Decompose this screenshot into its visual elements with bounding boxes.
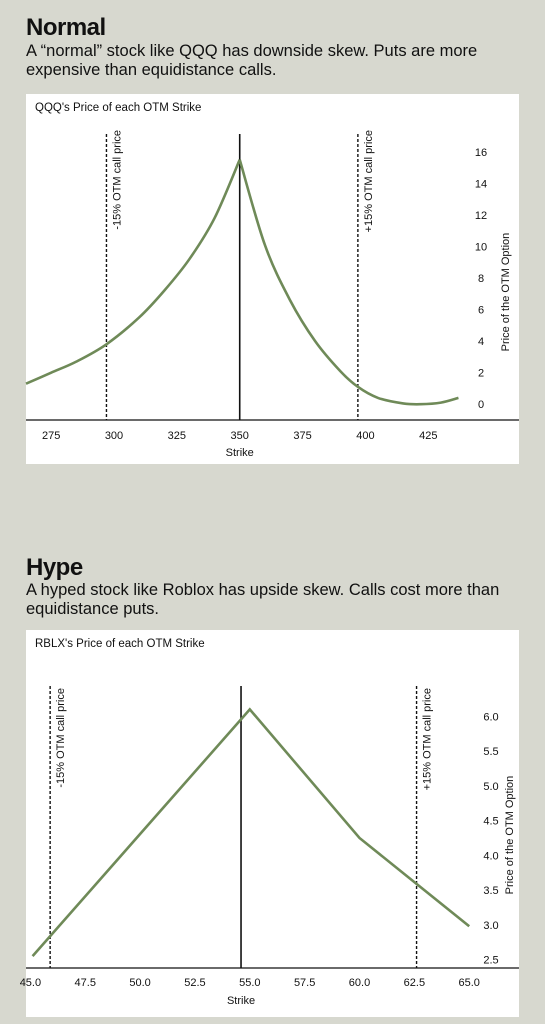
reference-line-label: -15% OTM call price <box>111 130 123 230</box>
chart-panel-qqq: QQQ's Price of each OTM Strike 275 300 325… <box>25 94 519 464</box>
y-tick-label: 4.0 <box>483 850 498 862</box>
x-tick-label: 375 <box>293 430 311 442</box>
x-tick-label: 55.0 <box>239 977 260 989</box>
x-tick-label: 45.0 <box>20 977 41 989</box>
y-tick-label: 3.0 <box>483 920 498 932</box>
y-tick-label: 3.5 <box>483 885 498 897</box>
x-tick-label: 50.0 <box>129 977 150 989</box>
y-tick-label: 10 <box>475 241 487 253</box>
x-tick-label: 350 <box>231 430 249 442</box>
reference-line-label: +15% OTM call price <box>422 688 434 790</box>
x-axis-label: Strike <box>227 995 255 1007</box>
x-tick-label: 275 <box>42 430 60 442</box>
x-tick-label: 300 <box>105 430 123 442</box>
y-tick-label: 2 <box>478 368 484 380</box>
rblx-skew-chart: 45.0 47.5 50.0 52.5 55.0 57.5 60.0 62.5 65.0 Stri… <box>20 686 519 1007</box>
section-description: A “normal” stock like QQQ has downside s… <box>26 42 478 79</box>
y-axis-label: Price of the OTM Option <box>500 233 512 352</box>
x-tick-label: 400 <box>356 430 374 442</box>
reference-line-label: +15% OTM call price <box>363 130 375 232</box>
y-tick-label: 4.5 <box>483 816 498 828</box>
y-tick-label: 6 <box>478 305 484 317</box>
y-tick-label: 12 <box>475 210 487 222</box>
x-axis-label: Strike <box>226 447 254 459</box>
x-tick-label: 47.5 <box>75 977 96 989</box>
section-title: Normal <box>26 14 106 41</box>
y-tick-label: 8 <box>478 273 484 285</box>
option-price-curve <box>31 707 471 958</box>
x-tick-label: 65.0 <box>459 977 480 989</box>
y-axis-label: Price of the OTM Option <box>504 776 516 895</box>
qqq-skew-chart: 275 300 325 350 375 400 425 Strike 0 2 4 6 8 10 12 14 16… <box>25 130 519 459</box>
section-description: A hyped stock like Roblox has upside ske… <box>26 581 500 618</box>
y-tick-label: 16 <box>475 147 487 159</box>
option-price-curve <box>25 159 459 406</box>
chart-title: QQQ's Price of each OTM Strike <box>35 102 202 114</box>
section-title: Hype <box>26 554 83 581</box>
x-tick-label: 62.5 <box>404 977 425 989</box>
hype-section: Hype A hyped stock like Roblox has upsid… <box>0 520 545 1024</box>
x-tick-label: 52.5 <box>184 977 205 989</box>
y-tick-label: 5.5 <box>483 746 498 758</box>
reference-line-label: -15% OTM call price <box>55 688 67 788</box>
chart-title: RBLX's Price of each OTM Strike <box>35 638 205 650</box>
chart-panel-rblx: RBLX's Price of each OTM Strike 45.0 47.5… <box>20 630 519 1017</box>
normal-section: Normal A “normal” stock like QQQ has dow… <box>25 14 519 464</box>
x-tick-label: 325 <box>168 430 186 442</box>
x-tick-label: 60.0 <box>349 977 370 989</box>
y-tick-label: 2.5 <box>483 955 498 967</box>
x-tick-label: 425 <box>419 430 437 442</box>
y-tick-label: 5.0 <box>483 781 498 793</box>
x-tick-label: 57.5 <box>294 977 315 989</box>
y-tick-label: 4 <box>478 336 484 348</box>
y-tick-label: 0 <box>478 399 484 411</box>
y-tick-label: 6.0 <box>483 711 498 723</box>
y-tick-label: 14 <box>475 178 487 190</box>
